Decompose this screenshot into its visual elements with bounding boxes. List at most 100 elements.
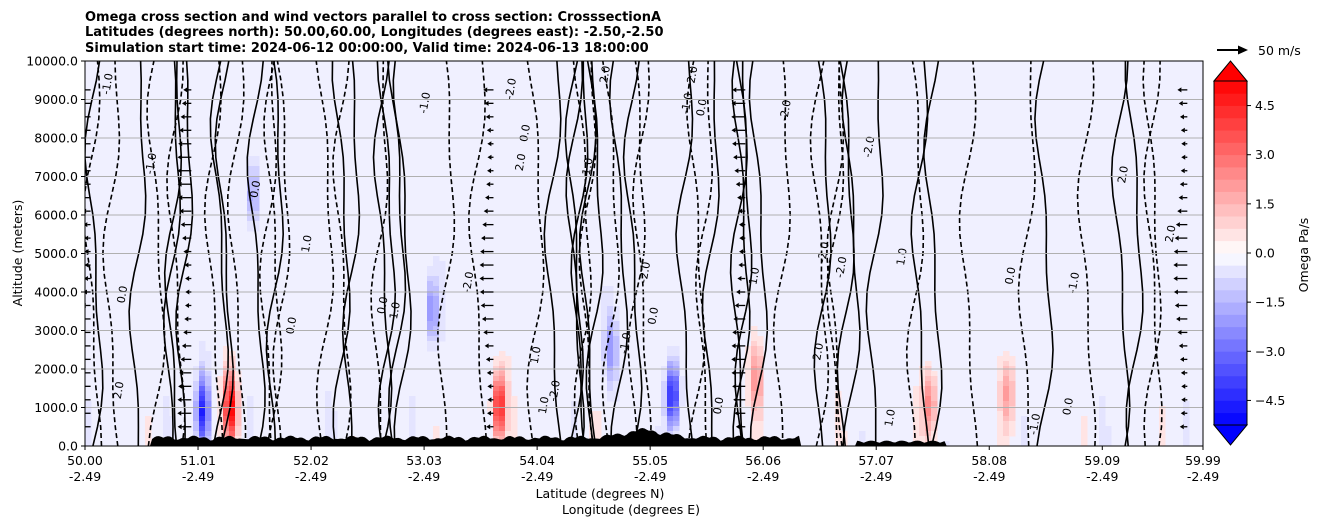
field-cell <box>1003 396 1010 402</box>
wind-arrowhead <box>180 356 185 362</box>
y-tick-label: 5000.0 <box>34 246 78 261</box>
colorbar-tick-label: −3.0 <box>1255 344 1285 359</box>
wind-arrowhead <box>487 383 492 389</box>
field-cell <box>85 421 92 427</box>
field-cell <box>997 406 1004 412</box>
field-cell <box>601 306 608 312</box>
wind-arrowhead <box>77 114 81 119</box>
field-cell <box>673 421 680 427</box>
field-cell <box>145 416 152 422</box>
field-cell <box>661 391 668 397</box>
field-cell <box>253 171 260 177</box>
colorbar-tick-label: −1.5 <box>1255 295 1285 310</box>
field-cell <box>253 201 260 207</box>
field-cell <box>1009 406 1016 412</box>
field-cell <box>229 401 236 407</box>
field-cell <box>673 431 680 437</box>
field-cell <box>1159 436 1166 442</box>
field-cell <box>679 381 686 387</box>
field-cell <box>205 411 212 417</box>
field-cell <box>601 301 608 307</box>
field-cell <box>673 356 680 362</box>
field-cell <box>1159 441 1166 446</box>
field-cell <box>1105 436 1112 442</box>
field-cell <box>757 371 764 377</box>
field-cell <box>85 441 92 446</box>
colorbar-level <box>1214 228 1247 242</box>
field-cell <box>247 431 254 437</box>
field-cell <box>229 371 236 377</box>
field-cell <box>1099 421 1106 427</box>
field-cell <box>913 401 920 407</box>
wind-arrowhead <box>85 222 88 228</box>
field-cell <box>433 431 440 437</box>
field-cell <box>607 306 614 312</box>
x-tick-label-lon: -2.49 <box>973 469 1005 484</box>
field-cell <box>439 306 446 312</box>
field-cell <box>409 406 416 412</box>
field-cell <box>247 401 254 407</box>
field-cell <box>679 396 686 402</box>
field-cell <box>439 331 446 337</box>
x-tick-label-lon: -2.49 <box>295 469 327 484</box>
y-tick-label: 9000.0 <box>34 92 78 107</box>
wind-arrowhead <box>479 262 484 268</box>
field-cell <box>1081 416 1088 422</box>
field-cell <box>607 326 614 332</box>
field-cell <box>427 336 434 342</box>
field-cell <box>427 281 434 287</box>
field-cell <box>505 386 512 392</box>
field-cell <box>163 431 170 437</box>
wind-arrowhead <box>78 168 82 173</box>
field-cell <box>1183 416 1190 422</box>
field-cell <box>595 411 602 417</box>
y-tick-label: 10000.0 <box>26 54 78 69</box>
field-cell <box>193 426 200 432</box>
field-cell <box>745 401 752 407</box>
x-axis-label-lat: Latitude (degrees N) <box>536 486 665 501</box>
field-cell <box>235 411 242 417</box>
field-cell <box>499 396 506 402</box>
field-cell <box>1009 391 1016 397</box>
contour-label: 0.0 <box>1003 266 1019 285</box>
wind-arrowhead <box>481 235 486 241</box>
field-cell <box>439 336 446 342</box>
colorbar-level <box>1214 363 1247 377</box>
colorbar-label: Omega Pa/s <box>1296 218 1311 293</box>
field-cell <box>997 431 1004 437</box>
field-cell <box>247 211 254 217</box>
field-cell <box>433 331 440 337</box>
wind-arrowhead <box>177 397 182 403</box>
field-cell <box>1009 411 1016 417</box>
field-cell <box>751 386 758 392</box>
field-cell <box>613 361 620 367</box>
field-cell <box>751 416 758 422</box>
colorbar-tick-label: −4.5 <box>1255 393 1285 408</box>
field-cell <box>661 386 668 392</box>
field-cell <box>193 396 200 402</box>
field-cell <box>433 341 440 347</box>
field-cell <box>1105 441 1112 446</box>
wind-arrowhead <box>487 410 492 416</box>
field-cell <box>247 161 254 167</box>
field-cell <box>1003 356 1010 362</box>
field-cell <box>925 381 932 387</box>
field-cell <box>613 326 620 332</box>
field-cell <box>253 226 260 232</box>
field-cell <box>145 431 152 437</box>
x-tick-label-lon: -2.49 <box>634 469 666 484</box>
wind-arrowhead <box>484 343 489 349</box>
field-cell <box>1183 421 1190 427</box>
field-cell <box>613 341 620 347</box>
field-cell <box>673 391 680 397</box>
field-cell <box>607 381 614 387</box>
contour-label: 1.0 <box>894 247 910 266</box>
field-cell <box>751 436 758 442</box>
field-cell <box>1099 401 1106 407</box>
field-cell <box>601 316 608 322</box>
field-cell <box>235 421 242 427</box>
field-cell <box>217 431 224 437</box>
field-cell <box>751 406 758 412</box>
wind-arrowhead <box>1180 356 1185 362</box>
field-cell <box>217 421 224 427</box>
